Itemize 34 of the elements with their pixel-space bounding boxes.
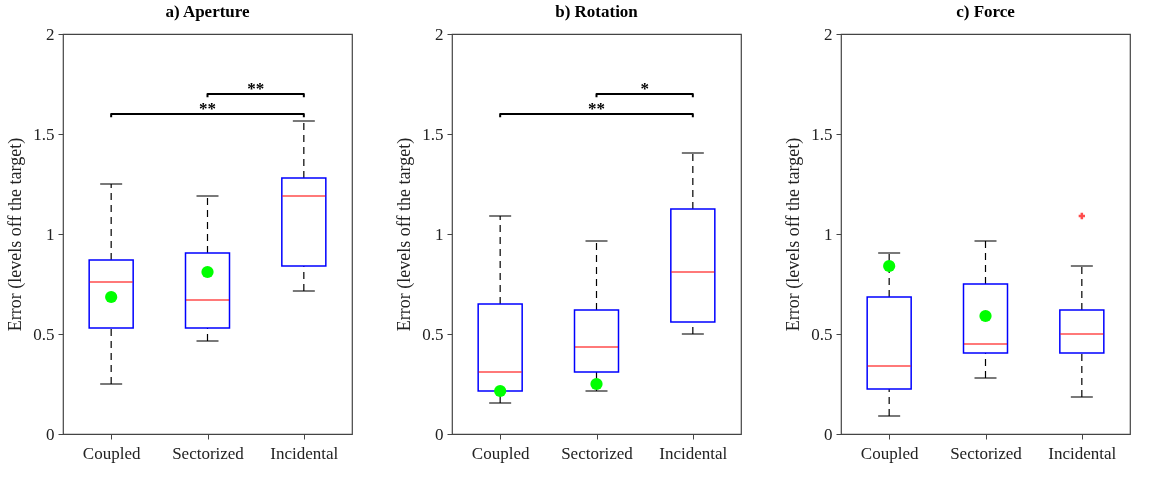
x-tick-label: Sectorized <box>561 443 634 463</box>
y-tick-label: 2 <box>824 24 833 44</box>
x-tick-label: Coupled <box>860 443 919 463</box>
y-tick-label: 1.5 <box>33 124 55 144</box>
y-tick-label: 0 <box>46 424 55 444</box>
x-tick-label: Incidental <box>1048 443 1117 463</box>
y-tick-label: 0.5 <box>811 324 833 344</box>
chart-title: a) Aperture <box>165 2 251 21</box>
y-tick-label: 1.5 <box>422 124 444 144</box>
x-tick-label: Sectorized <box>172 443 245 463</box>
annotation: ** <box>199 99 216 118</box>
annotation: * <box>640 79 649 98</box>
y-axis-title: Error (levels off the target) <box>783 137 805 332</box>
x-tick-label: Incidental <box>270 443 339 463</box>
y-axis-title: Error (levels off the target) <box>394 137 416 332</box>
y-tick-label: 0.5 <box>33 324 55 344</box>
y-tick-label: 0 <box>824 424 833 444</box>
y-tick-label: 1 <box>46 224 55 244</box>
y-tick-label: 1 <box>435 224 444 244</box>
x-tick-label: Coupled <box>471 443 530 463</box>
y-tick-label: 0.5 <box>422 324 444 344</box>
y-tick-label: 0 <box>435 424 444 444</box>
x-tick-label: Incidental <box>659 443 728 463</box>
x-tick-label: Sectorized <box>950 443 1023 463</box>
y-tick-label: 1 <box>824 224 833 244</box>
x-tick-label: Coupled <box>82 443 141 463</box>
y-tick-label: 2 <box>435 24 444 44</box>
annotation: ** <box>588 99 605 118</box>
y-tick-label: 2 <box>46 24 55 44</box>
chart-title: b) Rotation <box>555 2 639 21</box>
annotation: ** <box>247 79 265 98</box>
y-axis-title: Error (levels off the target) <box>5 137 27 332</box>
y-tick-label: 1.5 <box>811 124 833 144</box>
chart-title: c) Force <box>956 2 1016 21</box>
